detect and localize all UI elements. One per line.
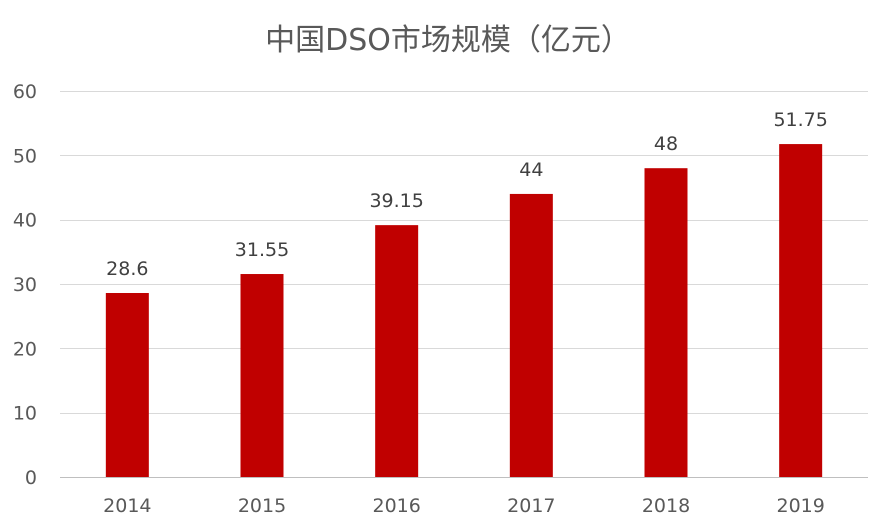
data-label-2018: 48 (654, 133, 678, 155)
data-label-2019: 51.75 (773, 109, 827, 131)
data-label-2016: 39.15 (369, 190, 423, 212)
x-tick-label-2017: 2017 (507, 495, 555, 517)
x-tick-label-2015: 2015 (238, 495, 286, 517)
x-axis-ticks: 2014 2015 2016 2017 2018 2019 (103, 495, 825, 517)
data-label-2017: 44 (519, 159, 543, 181)
x-tick-label-2018: 2018 (642, 495, 690, 517)
y-tick-label: 40 (13, 210, 37, 232)
bar-2016 (375, 225, 419, 477)
data-labels: 28.6 31.55 39.15 44 48 51.75 (106, 109, 828, 280)
y-tick-label: 30 (13, 274, 37, 296)
bar-2018 (644, 168, 688, 477)
bar-2015 (240, 274, 284, 477)
y-tick-label: 10 (13, 403, 37, 425)
y-tick-label: 60 (13, 81, 37, 103)
x-tick-label-2014: 2014 (103, 495, 151, 517)
y-axis-ticks: 0 10 20 30 40 50 60 (13, 81, 37, 489)
x-tick-label-2016: 2016 (372, 495, 420, 517)
bars (105, 144, 823, 477)
y-tick-label: 0 (25, 467, 37, 489)
bar-2014 (105, 293, 149, 477)
chart-title: 中国DSO市场规模（亿元） (265, 23, 631, 58)
y-tick-label: 50 (13, 145, 37, 167)
bar-2017 (509, 193, 553, 477)
y-tick-label: 20 (13, 338, 37, 360)
bar-2019 (779, 144, 823, 477)
data-label-2014: 28.6 (106, 258, 148, 280)
data-label-2015: 31.55 (235, 239, 289, 261)
gridlines (60, 91, 868, 414)
x-tick-label-2019: 2019 (776, 495, 824, 517)
